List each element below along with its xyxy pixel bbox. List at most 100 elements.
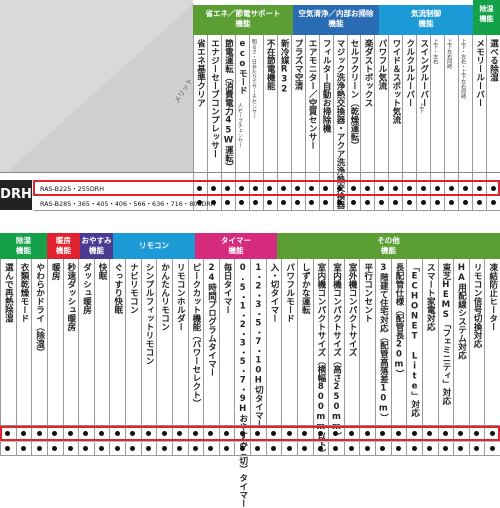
availability-dot	[309, 185, 315, 191]
top-column-label: クルクルルーバー	[404, 39, 415, 107]
availability-dot	[177, 430, 183, 436]
top-column-label: 楽ダストボックス	[362, 39, 373, 107]
group-header-energy-saving: 省エネ／節電サポート 機能	[193, 5, 293, 35]
bottom-column-label: ピークカット機能（パワーセレクト）	[190, 263, 201, 408]
bottom-column-label: リモコン信号切換対応	[472, 263, 483, 348]
availability-dot	[392, 199, 398, 205]
top-column-10: フィルター自動お掃除機	[318, 35, 333, 210]
availability-dot	[270, 430, 276, 436]
availability-dot	[224, 430, 230, 436]
bottom-column-label: 暖房	[50, 263, 61, 280]
top-column-label: エナジーセーブコンプレッサー	[209, 39, 220, 158]
bottom-column-label: 平行コンセント	[362, 263, 373, 323]
bottom-column-13: ピークカット機能（パワーセレクト）	[187, 259, 204, 455]
group-header-dehumidify-2: 除湿 機能	[0, 233, 47, 259]
availability-dot	[130, 430, 136, 436]
availability-dot	[197, 185, 203, 191]
model-row-2-label: RAS-B285・365・405・406・566・636・716・806DRH	[40, 200, 216, 208]
availability-dot	[253, 185, 259, 191]
top-column-label: 節電運転（消費電力45W運転）	[223, 39, 234, 171]
bottom-column-19: パワフルモード	[281, 259, 297, 455]
availability-dot	[364, 430, 370, 436]
availability-dot	[225, 199, 231, 205]
top-column-sublabel: 上下	[418, 103, 425, 113]
availability-dot	[270, 445, 276, 451]
availability-dot	[211, 199, 217, 205]
top-column-sublabel: 人セーブチェンサー	[236, 103, 243, 148]
bottom-column-3: やわらかドライ（除湿）	[31, 259, 47, 455]
top-column-12: セルフクリーン（乾燥運転）	[346, 35, 361, 210]
top-column-label: ecoモード	[237, 39, 248, 95]
availability-dot	[337, 185, 343, 191]
availability-dot	[36, 430, 42, 436]
availability-dot	[490, 185, 496, 191]
availability-dot	[411, 445, 417, 451]
bottom-column-label: 24時間プログラムタイマー	[206, 263, 217, 377]
availability-dot	[378, 185, 384, 191]
bottom-column-label: 衣類乾燥モード	[18, 263, 29, 323]
availability-dot	[427, 445, 433, 451]
top-column-17: スイングルーバー 上下	[416, 35, 430, 210]
availability-dot	[5, 445, 11, 451]
availability-dot	[462, 185, 468, 191]
top-column-label: エアモニター／空質センサー	[307, 39, 318, 150]
series-label: DRH	[0, 180, 32, 210]
top-column-label: スイングルーバー	[418, 39, 429, 107]
top-column-label: マジック洗浄熱交換器・アクア洗浄熱交換器	[335, 39, 346, 209]
availability-dot	[114, 430, 120, 436]
group-header-timer: タイマー 機能	[195, 233, 277, 259]
top-column-sublabel: 明るさ・日あたりでサーチセンサー	[250, 39, 257, 119]
availability-dot	[302, 445, 308, 451]
bottom-column-label: リモコンホルダー	[175, 263, 186, 331]
availability-dot	[323, 199, 329, 205]
top-column-20: 上下・左右・上下左右同時	[458, 35, 472, 210]
availability-dot	[323, 185, 329, 191]
availability-dot	[239, 199, 245, 205]
availability-dot	[177, 445, 183, 451]
availability-dot	[197, 199, 203, 205]
availability-dot	[462, 199, 468, 205]
top-column-label: ワイド＆スポット気流	[390, 39, 401, 124]
bottom-column-label: パワフルモード	[284, 263, 295, 323]
availability-dot	[364, 199, 370, 205]
bottom-column-28: スマート家電対応	[421, 259, 438, 455]
availability-dot	[411, 430, 417, 436]
bottom-column-4: 暖房	[46, 259, 63, 455]
bottom-column-20: しずかな運転	[296, 259, 313, 455]
bottom-column-label: ナビリモコン	[128, 263, 139, 314]
bottom-column-label: ダッシュ暖房	[81, 263, 92, 314]
availability-dot	[99, 445, 105, 451]
group-header-sleep: おやすみ 機能	[80, 233, 113, 259]
bottom-column-label: 毎日タイマー	[222, 263, 233, 314]
availability-dot	[267, 185, 273, 191]
availability-dot	[476, 185, 482, 191]
bottom-column-27: 「ECHONET Lite」対応	[406, 259, 422, 455]
bottom-column-1: 選んで再熱除湿	[0, 259, 16, 455]
bottom-column-label: 東芝HEMS「フェミニティ」対応	[440, 263, 451, 405]
bottom-column-12: リモコンホルダー	[171, 259, 188, 455]
availability-dot	[83, 430, 89, 436]
group-header-airflow: 気流制御 機能	[379, 5, 473, 35]
bottom-column-11: かんたんリモコン	[156, 259, 172, 455]
availability-dot	[442, 430, 448, 436]
availability-dot	[67, 445, 73, 451]
top-column-sublabel: 上下・左右・上下左右同時	[460, 39, 467, 99]
availability-dot	[489, 445, 495, 451]
top-column-label: 新冷媒R32	[279, 39, 290, 95]
availability-dot	[67, 430, 73, 436]
bottom-column-label: 快眠	[97, 263, 108, 280]
availability-dot	[395, 445, 401, 451]
availability-dot	[36, 445, 42, 451]
bottom-column-9: ナビリモコン	[125, 259, 141, 455]
bottom-column-label: 室内機コンパクトサイズ（高さ250mm）	[331, 263, 342, 441]
bottom-column-label: HA用配線システム対応	[456, 263, 467, 360]
bottom-column-22: 室内機コンパクトサイズ（高さ250mm）	[328, 259, 344, 455]
availability-dot	[267, 199, 273, 205]
top-column-21: メモリールーバー	[472, 35, 486, 210]
availability-dot	[317, 430, 323, 436]
bottom-column-label: 長配管仕様（配管長20m）	[393, 263, 404, 378]
bottom-column-label: かんたんリモコン	[159, 263, 170, 331]
bottom-column-label: 室内機コンパクトサイズ（横幅800mm以下）	[315, 263, 326, 458]
top-column-label: パワフル気流	[376, 39, 387, 90]
top-column-14: パワフル気流	[374, 35, 388, 210]
